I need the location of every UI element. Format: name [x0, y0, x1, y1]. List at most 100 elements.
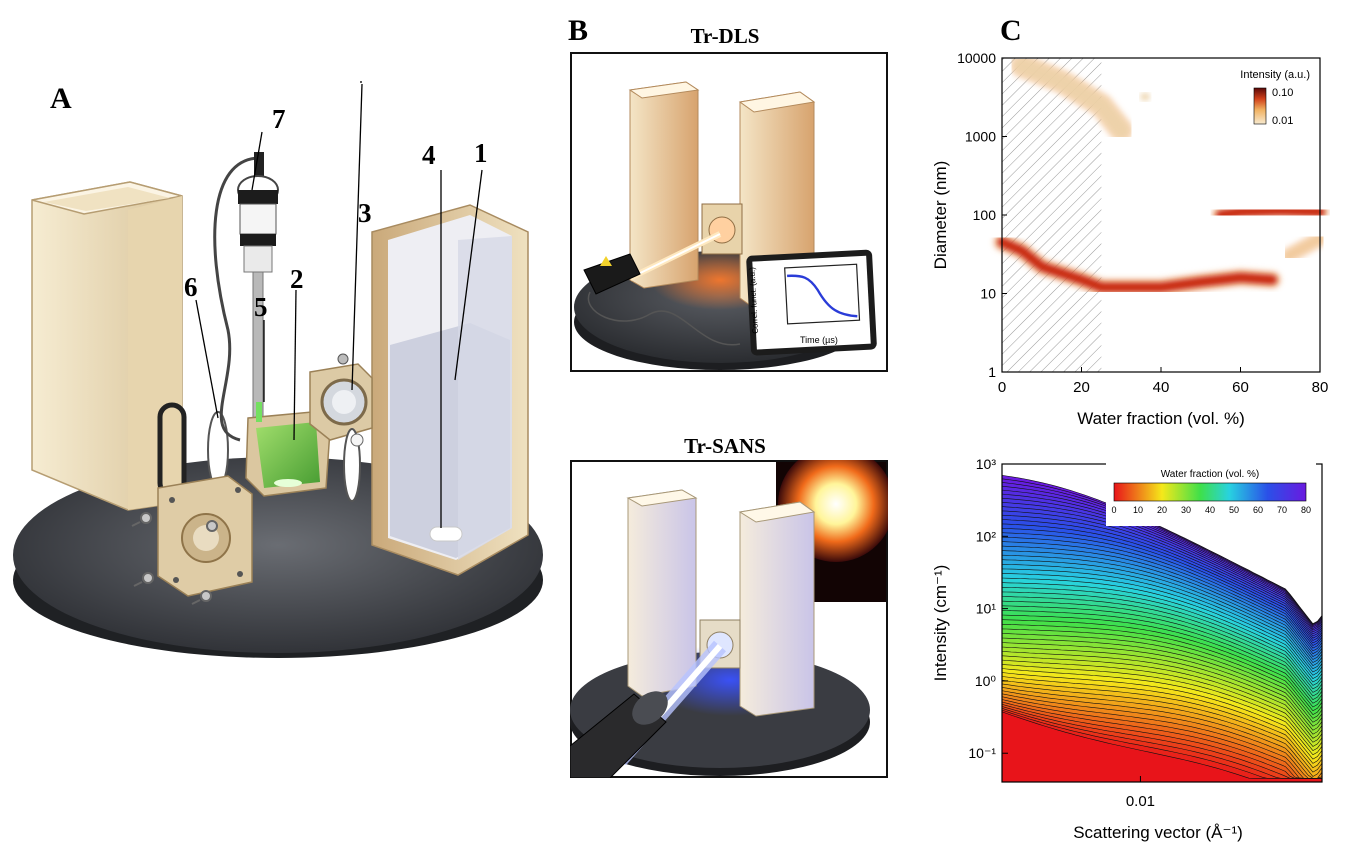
callout-1: 1 [474, 138, 488, 168]
series-line [1002, 478, 1322, 625]
series-line [1002, 655, 1322, 743]
series-line [1002, 605, 1322, 700]
x-axis-label: Water fraction (vol. %) [1077, 409, 1245, 428]
panel-a-illustration [13, 81, 543, 658]
tr-dls-title: Tr-DLS [690, 24, 760, 48]
series-line [1002, 672, 1322, 760]
x-tick-label: 80 [1312, 379, 1329, 396]
y-tick-label: 100 [973, 207, 997, 223]
series-line [1002, 680, 1322, 769]
y-tick-label: 10¹ [976, 601, 997, 617]
series-line [1002, 541, 1322, 655]
y-axis-label: Diameter (nm) [931, 161, 950, 270]
y-tick-label: 10 [980, 286, 996, 302]
tr-sans-title: Tr-SANS [684, 434, 766, 458]
series-line [1002, 545, 1322, 657]
series-line [1002, 709, 1322, 779]
series-line [1002, 532, 1322, 649]
sans-intensity-chart: 10⁻¹ 10⁰ 10¹ 10² 10³ 0.01 Scattering vector (Å… [931, 456, 1323, 842]
series-line [1002, 596, 1322, 693]
inset-xlabel: Time (µs) [800, 335, 838, 345]
panel-b-letter: B [568, 14, 589, 47]
heatmap-band [1013, 57, 1130, 139]
callout-6: 6 [184, 272, 198, 302]
series-line [1002, 587, 1322, 686]
series-line [1002, 559, 1322, 666]
callout-7: 7 [272, 104, 286, 134]
series-line [1002, 577, 1322, 679]
series-line [1002, 706, 1322, 779]
y-tick-label: 1000 [965, 129, 996, 145]
series-line [1002, 696, 1322, 779]
y-tick-label: 10⁻¹ [968, 745, 996, 761]
series-line [1002, 699, 1322, 779]
series-line [1002, 510, 1322, 637]
series-line [1002, 624, 1322, 715]
colorbar-tick-label: 0.10 [1272, 87, 1293, 99]
series-fill [1002, 711, 1322, 782]
y-tick-label: 10² [976, 528, 997, 544]
series-line [1002, 489, 1322, 628]
series-line [1002, 568, 1322, 673]
series-line [1002, 708, 1322, 779]
diameter-heatmap-chart: 0 20 40 60 80 1 10 100 1000 10000 Water fraction (… [931, 50, 1329, 428]
y-tick-label: 10000 [957, 50, 996, 66]
series-line [1002, 614, 1322, 708]
colorbar-tick-label: 0 [1111, 505, 1116, 515]
heatmap-band [1284, 234, 1324, 260]
x-tick-label: 60 [1232, 379, 1249, 396]
y-tick-label: 10³ [976, 456, 997, 472]
callout-5: 5 [254, 292, 268, 322]
colorbar-tick-label: 80 [1301, 505, 1311, 515]
heatmap-band [997, 237, 1278, 293]
series-line [1002, 701, 1322, 779]
tr-sans-illustration [570, 460, 888, 778]
series-line [1002, 482, 1322, 626]
series-line [1002, 619, 1322, 712]
series-line [1002, 642, 1322, 731]
colorbar [1113, 482, 1307, 502]
hatched-region [1002, 58, 1102, 372]
colorbar-tick-label: 60 [1253, 505, 1263, 515]
x-tick-label: 0 [998, 379, 1006, 396]
series-line [1002, 693, 1322, 779]
tr-dls-illustration [570, 52, 888, 372]
series-line [1002, 514, 1322, 639]
y-tick-label: 1 [988, 364, 996, 380]
series-line [1002, 536, 1322, 652]
callout-2: 2 [290, 264, 304, 294]
series-line [1002, 633, 1322, 723]
series-line [1002, 564, 1322, 670]
series-line [1002, 519, 1322, 641]
colorbar-tick-label: 50 [1229, 505, 1239, 515]
x-tick-label: 40 [1153, 379, 1170, 396]
series-line [1002, 475, 1322, 625]
series-line [1002, 497, 1322, 631]
series-line [1002, 687, 1322, 777]
x-axis-label: Scattering vector (Å⁻¹) [1073, 823, 1243, 842]
heatmap-band [1140, 92, 1151, 101]
colorbar [1253, 87, 1267, 125]
panel-c-letter: C [1000, 14, 1022, 47]
colorbar-tick-label: 0.01 [1272, 115, 1293, 127]
callout-3: 3 [358, 198, 372, 228]
colorbar-tick-label: 20 [1157, 505, 1167, 515]
series-line [1002, 646, 1322, 735]
series-line [1002, 610, 1322, 704]
series-line [1002, 676, 1322, 764]
series-line [1002, 668, 1322, 756]
series-line [1002, 554, 1322, 663]
y-tick-label: 10⁰ [975, 673, 997, 689]
colorbar-title: Intensity (a.u.) [1240, 69, 1310, 81]
colorbar-tick-label: 30 [1181, 505, 1191, 515]
series-line [1002, 582, 1322, 683]
series-line [1002, 528, 1322, 646]
series-line [1002, 659, 1322, 747]
series-line [1002, 523, 1322, 644]
colorbar-tick-label: 70 [1277, 505, 1287, 515]
series-line [1002, 506, 1322, 635]
series-line [1002, 637, 1322, 727]
series-line [1002, 683, 1322, 773]
series-line [1002, 591, 1322, 690]
series-line [1002, 485, 1322, 627]
